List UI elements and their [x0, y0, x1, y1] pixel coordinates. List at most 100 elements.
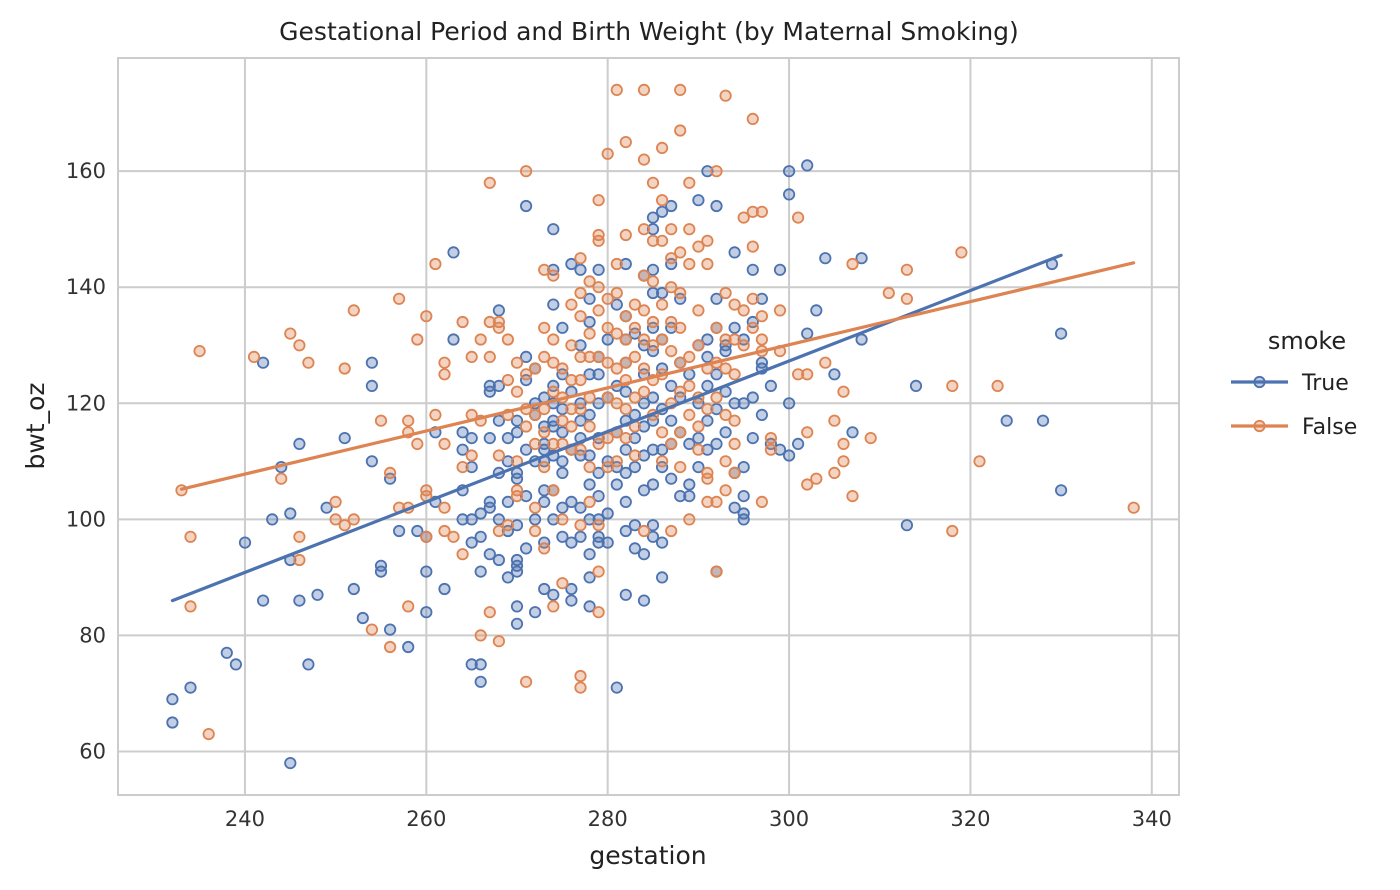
data-point [592, 437, 605, 450]
data-point [574, 263, 587, 276]
data-point [574, 519, 587, 532]
data-point [519, 489, 533, 503]
data-point [492, 321, 505, 334]
data-point [519, 350, 533, 363]
data-point [184, 681, 197, 694]
data-point [547, 333, 560, 346]
data-point [519, 165, 533, 178]
data-point [701, 443, 714, 456]
data-point [420, 565, 433, 578]
data-point [365, 623, 378, 636]
data-point [492, 449, 505, 462]
data-point [746, 321, 759, 334]
data-point [538, 542, 551, 555]
data-point [565, 495, 578, 508]
data-point [547, 484, 560, 497]
data-point [574, 339, 587, 352]
data-point [583, 420, 596, 433]
data-point [510, 519, 524, 532]
data-point [1127, 501, 1140, 514]
data-point [420, 530, 433, 543]
data-point [619, 136, 632, 149]
data-point [655, 205, 669, 218]
data-point [510, 489, 524, 503]
data-point [791, 437, 805, 450]
data-point [710, 402, 723, 416]
data-point [683, 513, 696, 526]
data-point [365, 379, 378, 392]
data-point [538, 426, 551, 439]
data-point [900, 519, 914, 532]
data-point [628, 449, 642, 462]
data-point [692, 431, 705, 445]
x-tick-label: 240 [225, 807, 265, 831]
data-point [755, 495, 769, 508]
data-point [655, 298, 669, 311]
data-point [665, 472, 678, 485]
data-point [737, 460, 750, 474]
data-point [574, 669, 587, 683]
data-point [692, 460, 705, 474]
data-point [583, 292, 596, 305]
data-point [438, 368, 451, 381]
data-point [528, 501, 542, 514]
data-point [755, 408, 769, 421]
data-point [655, 286, 669, 300]
data-point [846, 489, 859, 503]
data-point [719, 333, 732, 346]
data-point [646, 443, 660, 456]
data-point [538, 484, 551, 497]
data-point [674, 426, 687, 439]
data-point [782, 165, 796, 178]
data-point [528, 437, 542, 450]
data-point [655, 194, 669, 207]
data-point [519, 542, 533, 555]
data-point [610, 478, 623, 491]
data-point [710, 495, 723, 508]
data-point [501, 519, 514, 532]
data-point [701, 379, 714, 392]
data-point [637, 484, 651, 497]
data-point [628, 542, 642, 555]
data-point [420, 310, 433, 323]
data-point [574, 310, 587, 323]
data-point [946, 524, 959, 538]
data-point [556, 414, 569, 427]
data-point [547, 513, 560, 526]
y-axis-ticks: 60 80 100 120 140 160 [66, 159, 106, 763]
data-point [256, 356, 270, 369]
data-point [483, 431, 496, 445]
data-point [764, 431, 778, 445]
data-point [583, 460, 596, 474]
data-point [429, 257, 442, 271]
y-tick-label: 100 [66, 507, 106, 531]
data-point [955, 246, 968, 259]
data-point [846, 426, 859, 439]
data-point [501, 495, 514, 508]
data-point [547, 269, 560, 282]
data-point [184, 600, 197, 613]
data-point [801, 327, 814, 340]
data-point [438, 437, 451, 450]
data-point [510, 617, 524, 630]
data-point [655, 455, 669, 468]
data-point [801, 478, 814, 491]
x-axis-label: gestation [589, 841, 706, 870]
data-point [383, 466, 397, 479]
data-point [411, 333, 424, 346]
data-point [710, 368, 723, 381]
data-point [474, 565, 487, 578]
legend-label: True [1301, 371, 1349, 396]
data-point [646, 519, 660, 532]
data-point [338, 431, 351, 445]
data-point [665, 281, 678, 294]
data-point [547, 600, 560, 613]
data-point [619, 333, 632, 346]
data-point [692, 339, 705, 352]
data-point [637, 223, 651, 236]
data-point [474, 333, 487, 346]
data-point [655, 571, 669, 584]
data-point [538, 582, 551, 596]
data-point [719, 484, 732, 497]
data-point [565, 373, 578, 387]
